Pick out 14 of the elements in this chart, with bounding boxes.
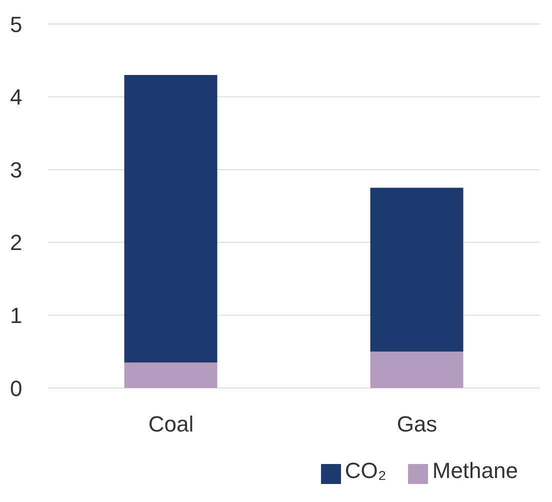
x-tick-label: Gas — [396, 412, 438, 437]
y-tick-label: 4 — [10, 84, 22, 110]
bar — [370, 352, 464, 388]
y-tick-label: 5 — [10, 12, 22, 37]
y-tick-label: 3 — [10, 157, 22, 182]
legend-label: CO₂ — [344, 458, 386, 483]
bar — [370, 188, 464, 352]
x-tick-label: Coal — [148, 412, 194, 437]
y-tick-label: 1 — [10, 303, 22, 328]
bar — [124, 74, 218, 363]
bar — [124, 362, 218, 388]
legend-label: Methane — [432, 458, 518, 483]
y-tick-label: 0 — [10, 376, 22, 401]
y-tick-label: 2 — [10, 230, 22, 256]
